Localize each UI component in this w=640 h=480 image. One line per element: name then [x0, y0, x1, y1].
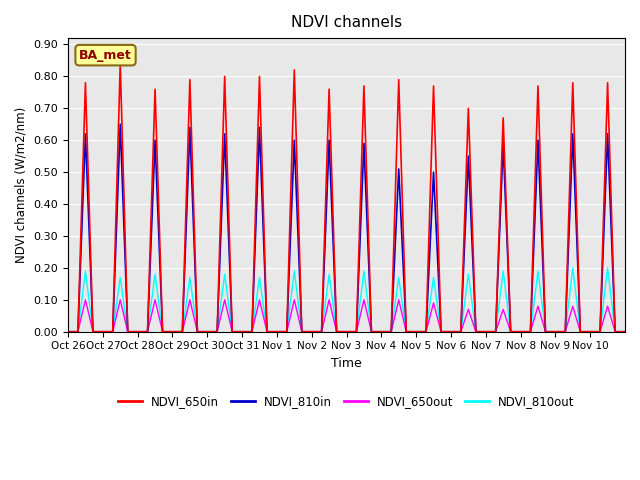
NDVI_650out: [81, 297, 89, 303]
X-axis label: Time: Time: [331, 357, 362, 370]
NDVI_650out: [64, 329, 72, 335]
NDVI_650in: [403, 329, 410, 335]
NDVI_650out: [429, 300, 437, 306]
NDVI_810out: [447, 329, 455, 335]
NDVI_810in: [64, 329, 72, 335]
NDVI_650out: [403, 329, 410, 335]
Text: BA_met: BA_met: [79, 48, 132, 61]
NDVI_650out: [447, 329, 455, 335]
NDVI_810out: [395, 275, 403, 280]
NDVI_810out: [422, 329, 430, 335]
NDVI_810in: [621, 329, 629, 335]
NDVI_810in: [403, 329, 410, 335]
Line: NDVI_650out: NDVI_650out: [68, 300, 625, 332]
NDVI_650in: [64, 329, 72, 335]
NDVI_810out: [569, 265, 577, 271]
NDVI_650out: [621, 329, 629, 335]
NDVI_810out: [308, 329, 316, 335]
NDVI_650in: [116, 61, 124, 67]
NDVI_650in: [412, 329, 420, 335]
NDVI_650in: [447, 329, 455, 335]
NDVI_810in: [412, 329, 420, 335]
NDVI_650out: [317, 329, 325, 335]
Legend: NDVI_650in, NDVI_810in, NDVI_650out, NDVI_810out: NDVI_650in, NDVI_810in, NDVI_650out, NDV…: [113, 390, 580, 413]
NDVI_650out: [561, 329, 569, 335]
Line: NDVI_650in: NDVI_650in: [68, 64, 625, 332]
NDVI_810in: [429, 169, 437, 175]
Line: NDVI_810in: NDVI_810in: [68, 124, 625, 332]
NDVI_810out: [403, 329, 410, 335]
NDVI_650in: [429, 83, 437, 89]
NDVI_650in: [621, 329, 629, 335]
NDVI_810out: [64, 329, 72, 335]
NDVI_810in: [447, 329, 455, 335]
Y-axis label: NDVI channels (W/m2/nm): NDVI channels (W/m2/nm): [15, 107, 28, 263]
NDVI_810in: [317, 329, 325, 335]
NDVI_650in: [317, 329, 325, 335]
NDVI_810out: [621, 329, 629, 335]
NDVI_810out: [552, 329, 559, 335]
NDVI_810in: [116, 121, 124, 127]
NDVI_810in: [561, 329, 569, 335]
NDVI_650in: [561, 329, 569, 335]
Title: NDVI channels: NDVI channels: [291, 15, 402, 30]
Line: NDVI_810out: NDVI_810out: [68, 268, 625, 332]
NDVI_650out: [412, 329, 420, 335]
